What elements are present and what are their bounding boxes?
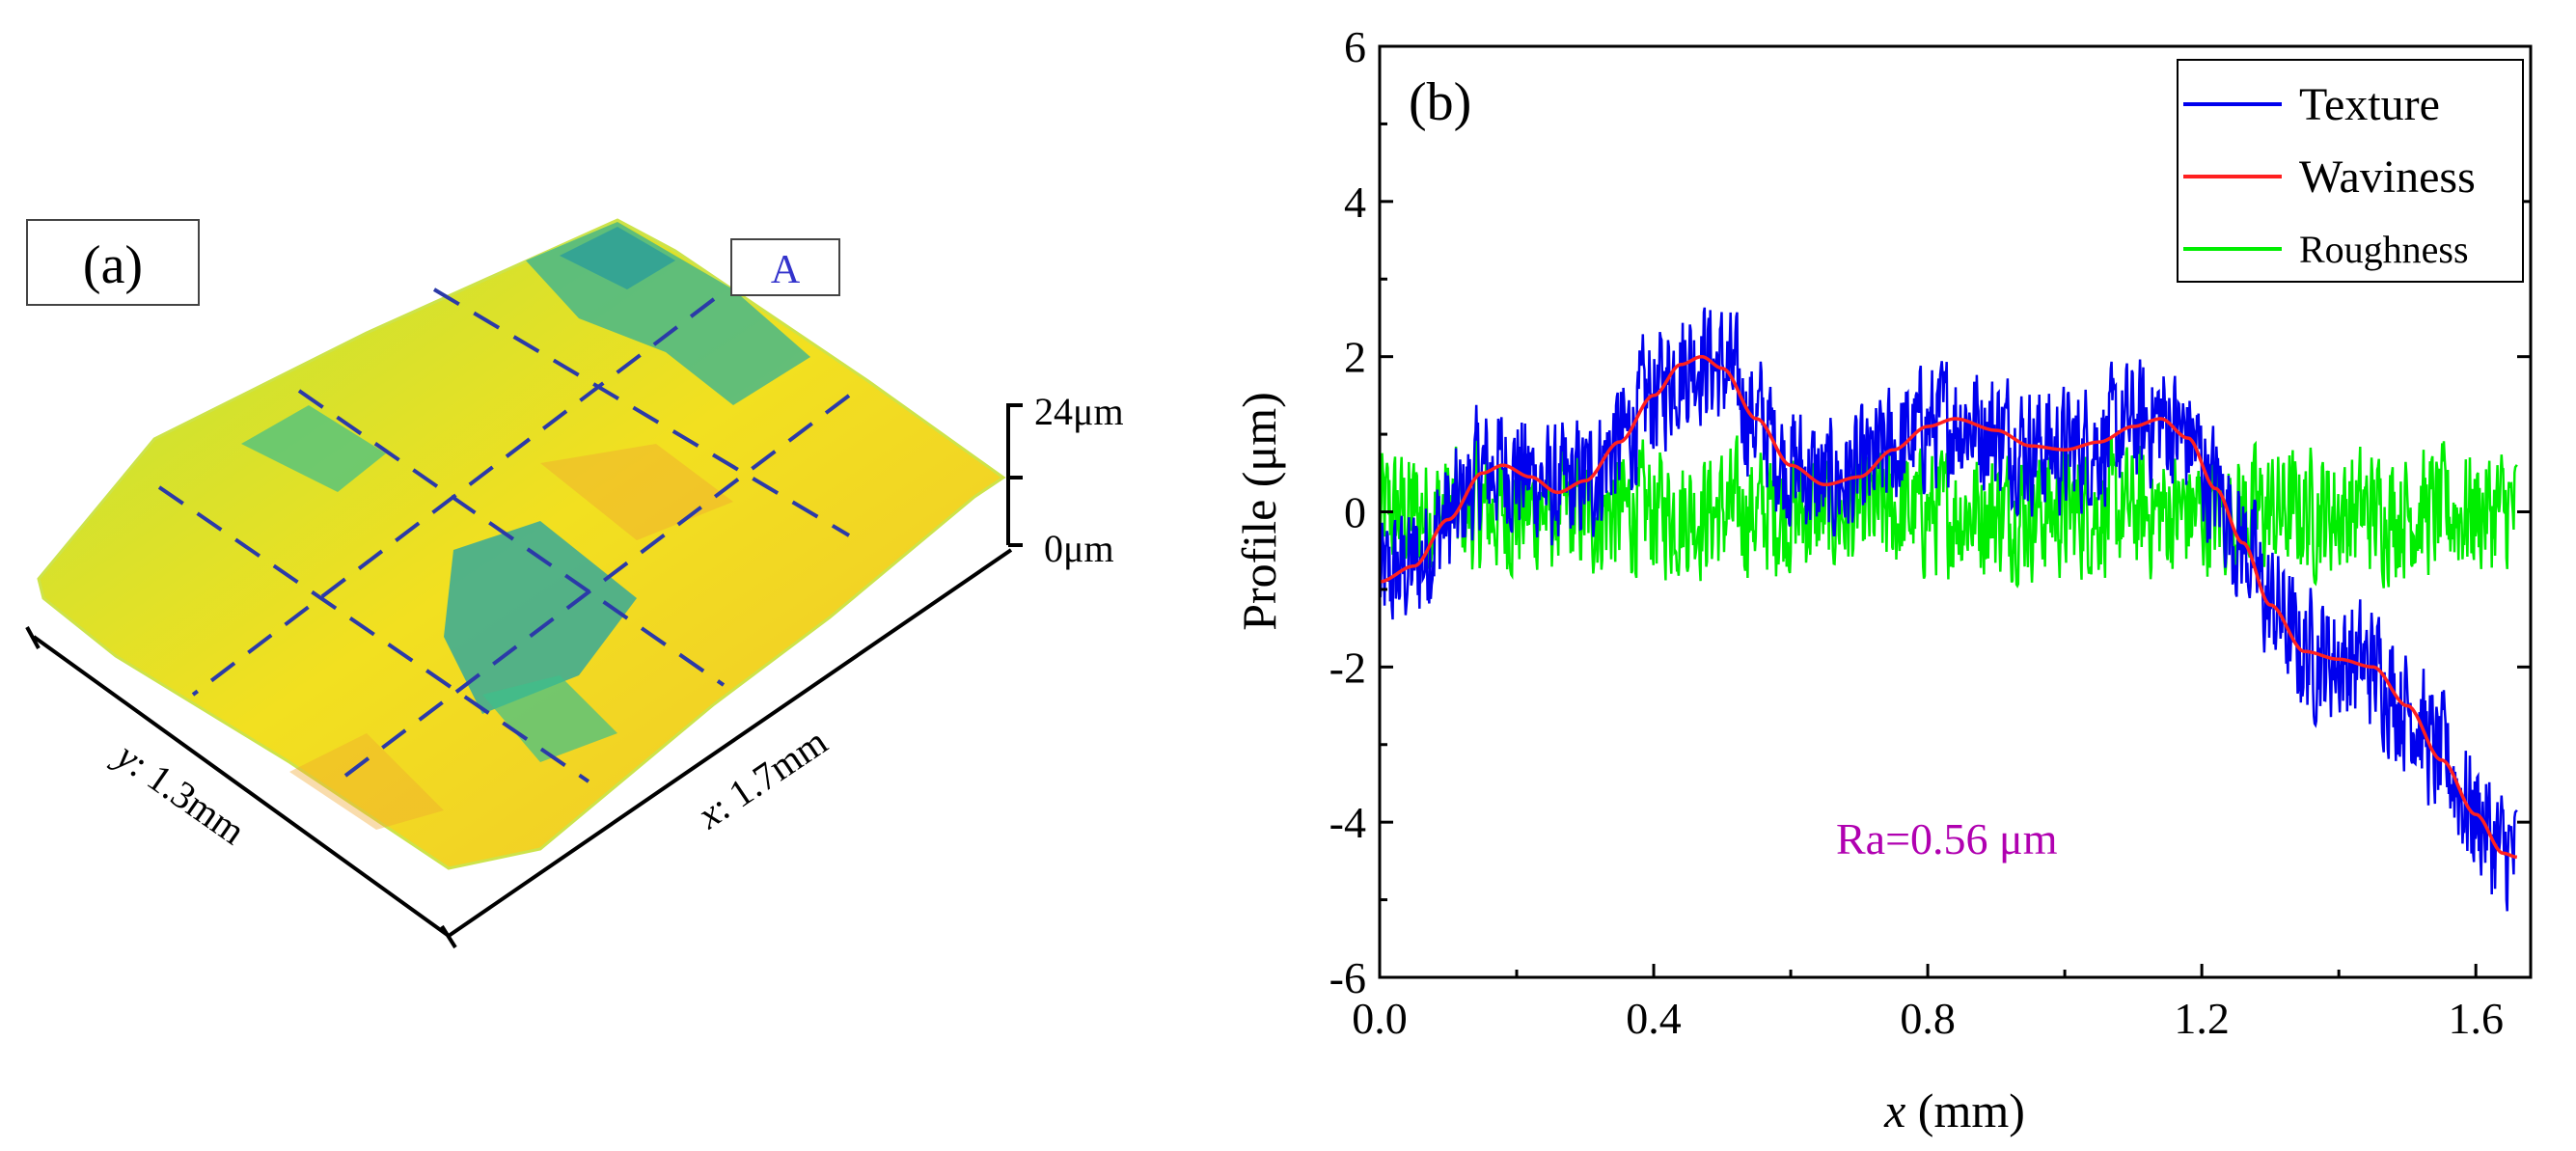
y-tick-label: -2 (1329, 643, 1366, 692)
y-tick-label: 6 (1344, 22, 1366, 71)
series-texture-line (1380, 307, 2518, 912)
height-scale-bar (1006, 403, 1023, 547)
panel-a-label: (a) (83, 235, 143, 295)
ra-annotation: Ra=0.56 μm (1836, 814, 2058, 863)
legend-box (2177, 59, 2524, 283)
base-axes (25, 548, 1013, 949)
series-waviness-line (1380, 354, 2518, 860)
dashed-grid (157, 288, 851, 783)
plot-series (1380, 307, 2518, 912)
y-tick-label: -6 (1329, 953, 1366, 1002)
legend: Texture Waviness Roughness (2177, 59, 2524, 283)
surface-patch-orange (540, 444, 733, 540)
surface-3d (37, 218, 1006, 870)
panel-b: 0.0 0.4 0.8 1.2 1.6 -6 -4 -2 0 2 4 6 (b) Texture Wa… (1232, 22, 2533, 1137)
x-tick-label: 0.4 (1626, 994, 1682, 1043)
scale-bottom-label: 0μm (1044, 527, 1114, 570)
x-tick-label: 0.0 (1352, 994, 1408, 1043)
region-A-label: A (771, 248, 801, 292)
y-tick-label: 4 (1344, 178, 1366, 227)
legend-label-waviness: Waviness (2299, 151, 2476, 203)
surface-patch-center (444, 521, 637, 714)
y-tick-label: 2 (1344, 333, 1366, 382)
x-tick-label: 0.8 (1900, 994, 1956, 1043)
scale-top-label: 24μm (1034, 390, 1124, 433)
surface-patch-top-right-inner (560, 227, 675, 289)
axis-y-label: y: 1.3mm (106, 731, 254, 853)
axis-x-label: x: 1.7mm (689, 720, 835, 837)
surface-patch-left (241, 405, 386, 492)
x-tick-label: 1.2 (2174, 994, 2230, 1043)
surface-patch-orange-2 (289, 733, 444, 830)
y-axis-label: Profile (μm) (1232, 392, 1286, 631)
x-axis-label: x (mm) (1883, 1083, 2025, 1137)
panel-b-label: (b) (1409, 72, 1471, 132)
x-tick-label: 1.6 (2448, 994, 2504, 1043)
y-tick-label: 0 (1344, 488, 1366, 537)
region-A-box (730, 238, 840, 296)
panel-a-label-box (26, 219, 200, 306)
surface-patch-center-2 (482, 675, 617, 762)
legend-label-texture: Texture (2299, 79, 2440, 130)
panel-a: (a) A (25, 218, 1124, 949)
axis-ticks: 0.0 0.4 0.8 1.2 1.6 -6 -4 -2 0 2 4 6 (1329, 22, 2531, 1043)
legend-label-roughness: Roughness (2299, 228, 2469, 271)
y-tick-label: -4 (1329, 798, 1366, 847)
